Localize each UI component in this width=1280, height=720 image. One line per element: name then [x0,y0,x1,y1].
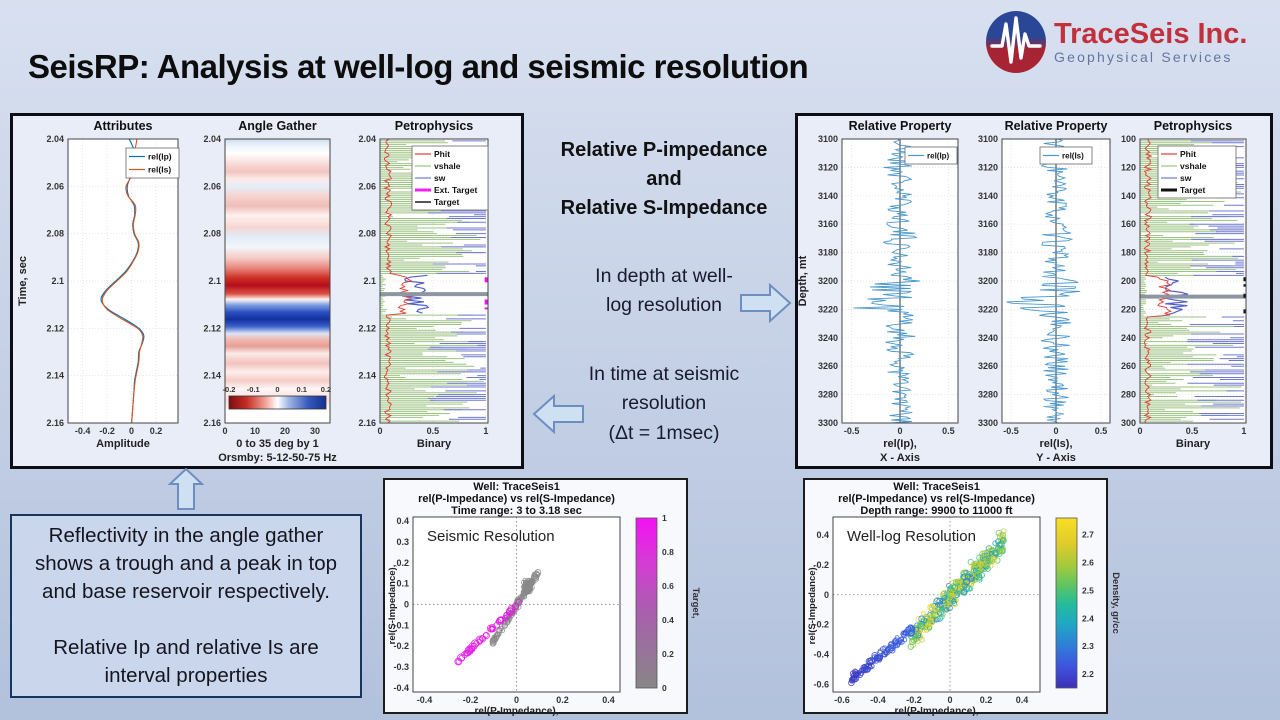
page-title: SeisRP: Analysis at well-log and seismic… [28,48,809,85]
colorbar-label: Density, gr/cc [1110,572,1121,634]
logo-mark-icon [986,11,1046,73]
logo: TraceSeis Inc. Geophysical Services [984,10,1247,74]
right-arrow-icon [740,283,792,323]
left-figure-panel [10,113,524,469]
callout-text: Reflectivity in the angle gather shows a… [34,524,337,687]
left-arrow-icon [532,394,584,434]
logo-tagline: Geophysical Services [1054,49,1233,65]
welllog-scatter-figure [803,478,1108,714]
seismic-scatter-figure [383,478,688,714]
callout-box: Reflectivity in the angle gather shows a… [10,514,362,698]
depth-step-label: In depth at well- log resolution [595,265,733,317]
logo-company: TraceSeis Inc. [1054,18,1248,50]
right-figure-panel [795,113,1273,469]
time-step-label: In time at seismic resolution (Δt = 1mse… [588,363,740,444]
up-arrow-icon [168,468,204,510]
logo-text: TraceSeis Inc. Geophysical Services [1054,19,1247,65]
colorbar-label: Target, [690,588,701,619]
mid-heading: Relative P-impedance and Relative S-Impe… [560,139,768,219]
